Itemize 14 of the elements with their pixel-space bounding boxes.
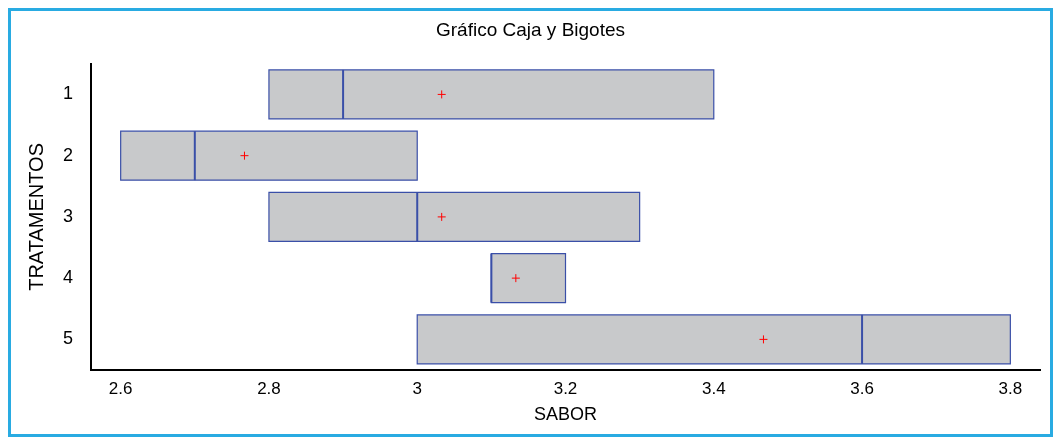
y-tick-label: 2 [63, 144, 74, 165]
y-tick-label: 3 [63, 205, 74, 226]
x-tick-label: 3.2 [553, 378, 578, 398]
x-tick-label: 3.6 [850, 378, 874, 398]
x-tick-label: 3.4 [701, 378, 726, 398]
x-tick-label: 3 [412, 378, 422, 398]
y-tick-label: 5 [63, 328, 74, 349]
chart-title: Gráfico Caja y Bigotes [435, 18, 626, 40]
y-axis-title: TRATAMENTOS [24, 143, 47, 291]
x-tick-label: 2.8 [257, 378, 281, 398]
y-tick-label: 1 [63, 83, 74, 104]
x-tick-label: 2.6 [108, 378, 133, 398]
y-tick-label: 4 [63, 267, 74, 288]
x-tick-label: 3.8 [998, 378, 1023, 398]
